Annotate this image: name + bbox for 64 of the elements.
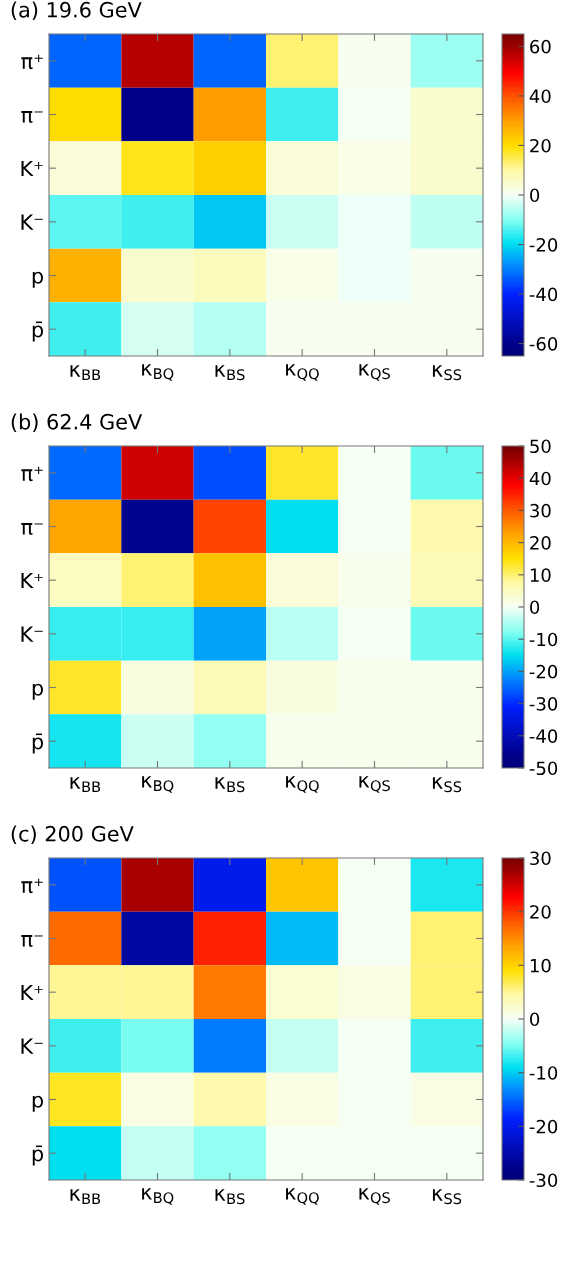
- y-tick-label: π⁻: [21, 523, 43, 535]
- color-bar-label: -40: [529, 287, 558, 302]
- x-tick-label: κ$_{BQ}$: [142, 776, 174, 793]
- y-tick-label: π⁺: [21, 878, 43, 894]
- y-tick-label: p: [32, 683, 43, 700]
- color-bar-label: -50: [529, 761, 558, 776]
- x-tick-label: κ$_{BS}$: [215, 1189, 245, 1205]
- color-bar-label: -20: [529, 664, 558, 679]
- x-tick-label: κ$_{SS}$: [432, 365, 462, 381]
- x-tick-label: κ$_{QQ}$: [286, 776, 319, 793]
- color-bar-label: 10: [530, 568, 551, 582]
- y-tick-label: π⁺: [21, 54, 43, 70]
- x-tick-label: κ$_{QQ}$: [286, 1188, 319, 1205]
- x-tick-label: κ$_{BB}$: [70, 1189, 101, 1205]
- x-tick-label: κ$_{BQ}$: [142, 1188, 174, 1205]
- y-tick-label: p: [32, 271, 43, 288]
- color-bar-label: 50: [530, 439, 551, 454]
- x-tick-label: κ$_{QQ}$: [286, 364, 319, 381]
- chart-title: (c) 200 GeV: [11, 825, 134, 845]
- color-bar-label: 0: [530, 1012, 540, 1027]
- color-bar-label: 30: [530, 851, 551, 866]
- color-bar-label: -60: [529, 337, 558, 351]
- x-tick-label: κ$_{QS}$: [359, 1188, 390, 1205]
- y-tick-label: π⁻: [21, 111, 43, 123]
- color-bar-label: 30: [530, 503, 551, 518]
- chart-title: (b) 62.4 GeV: [11, 413, 143, 433]
- x-tick-label: κ$_{QS}$: [359, 364, 390, 381]
- color-bar-label: 0: [530, 600, 540, 615]
- y-tick-label: p̄: [32, 321, 43, 342]
- x-tick-label: κ$_{SS}$: [432, 777, 462, 793]
- color-bar-label: 60: [530, 39, 551, 54]
- x-tick-label: κ$_{BS}$: [215, 365, 245, 381]
- x-tick-label: κ$_{BB}$: [70, 365, 101, 381]
- color-bar-label: -30: [529, 697, 558, 711]
- x-tick-label: κ$_{BQ}$: [142, 364, 174, 381]
- y-tick-label: p̄: [32, 1145, 43, 1166]
- y-tick-label: K⁺: [21, 572, 43, 589]
- color-bar-label: 40: [529, 471, 551, 486]
- color-bar-label: 20: [530, 536, 551, 550]
- color-bar-label: -40: [529, 729, 558, 743]
- y-tick-label: p: [32, 1095, 43, 1112]
- color-bar-label: -10: [529, 632, 558, 647]
- y-tick-label: K⁻: [21, 1038, 43, 1054]
- x-tick-label: κ$_{SS}$: [432, 1189, 462, 1205]
- x-tick-label: κ$_{BB}$: [70, 777, 101, 793]
- color-bar-label: 10: [530, 958, 551, 973]
- color-bar-label: -30: [529, 1173, 558, 1188]
- chart-title: (a) 19.6 GeV: [11, 1, 142, 21]
- color-bar-label: 20: [530, 905, 551, 919]
- x-tick-label: κ$_{QS}$: [359, 776, 390, 793]
- color-bar-label: 20: [530, 138, 551, 153]
- y-tick-label: p̄: [32, 733, 43, 754]
- y-tick-label: K⁻: [21, 626, 43, 642]
- color-bar-label: -20: [529, 1119, 558, 1134]
- x-tick-label: κ$_{BS}$: [215, 777, 245, 793]
- color-bar-label: -10: [529, 1066, 558, 1080]
- y-tick-label: π⁻: [21, 935, 43, 947]
- y-tick-label: K⁺: [21, 984, 43, 1001]
- y-tick-label: K⁻: [21, 214, 43, 230]
- color-bar-label: 40: [529, 89, 551, 104]
- y-tick-label: K⁺: [21, 160, 43, 177]
- y-tick-label: π⁺: [21, 466, 43, 482]
- color-bar-label: 0: [530, 188, 540, 203]
- color-bar-label: -20: [529, 238, 558, 252]
